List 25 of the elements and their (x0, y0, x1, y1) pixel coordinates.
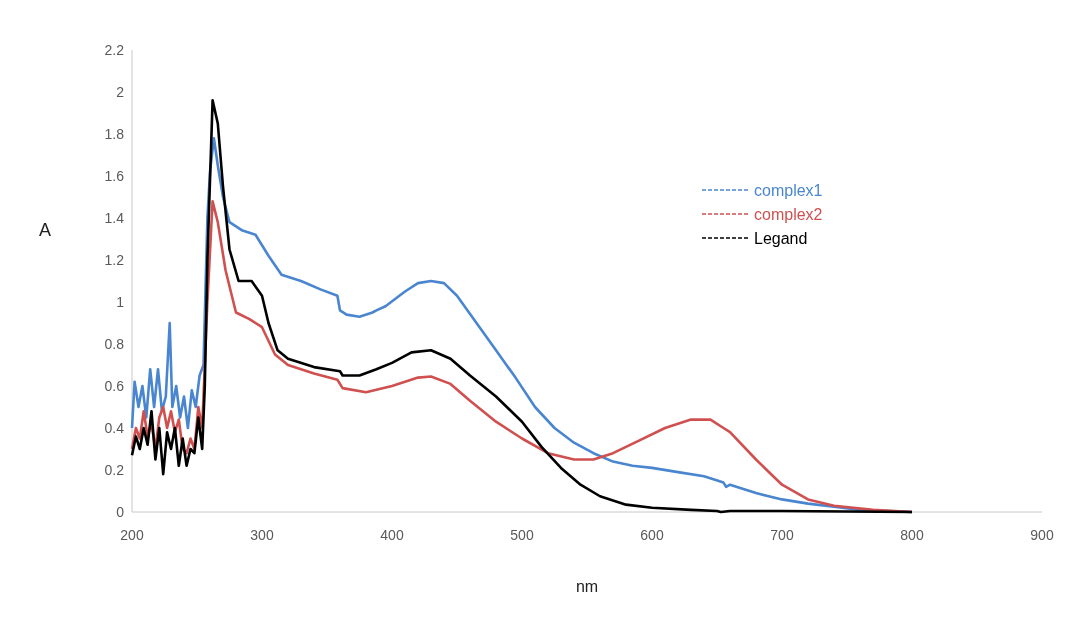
y-tick-label: 0.8 (104, 335, 125, 352)
y-tick-label: 0.6 (104, 377, 125, 394)
y-tick-label: 1.8 (104, 125, 125, 142)
legend-label: Legand (754, 229, 808, 247)
y-axis-title: A (38, 220, 52, 240)
x-axis-title: nm (575, 578, 599, 595)
x-tick-label: 500 (510, 527, 534, 543)
y-tick-label: 2 (116, 83, 125, 100)
y-tick-label: 0.4 (104, 419, 125, 436)
x-tick-label: 900 (1030, 527, 1054, 543)
y-tick-label: 0.2 (104, 461, 125, 478)
y-tick-label: 0 (116, 503, 125, 520)
y-tick-label: 1 (116, 293, 125, 310)
legend-label: complex2 (754, 205, 823, 223)
y-tick-label: 2.2 (104, 41, 125, 58)
x-tick-label: 300 (250, 527, 274, 543)
legend-label: complex1 (754, 181, 823, 199)
x-tick-label: 600 (640, 527, 664, 543)
x-tick-label: 800 (900, 527, 924, 543)
x-tick-label: 400 (380, 527, 404, 543)
y-tick-label: 1.2 (104, 251, 125, 268)
y-tick-label: 1.4 (104, 209, 125, 226)
x-tick-label: 200 (120, 527, 144, 543)
x-tick-label: 700 (770, 527, 794, 543)
y-tick-label: 1.6 (104, 167, 125, 184)
